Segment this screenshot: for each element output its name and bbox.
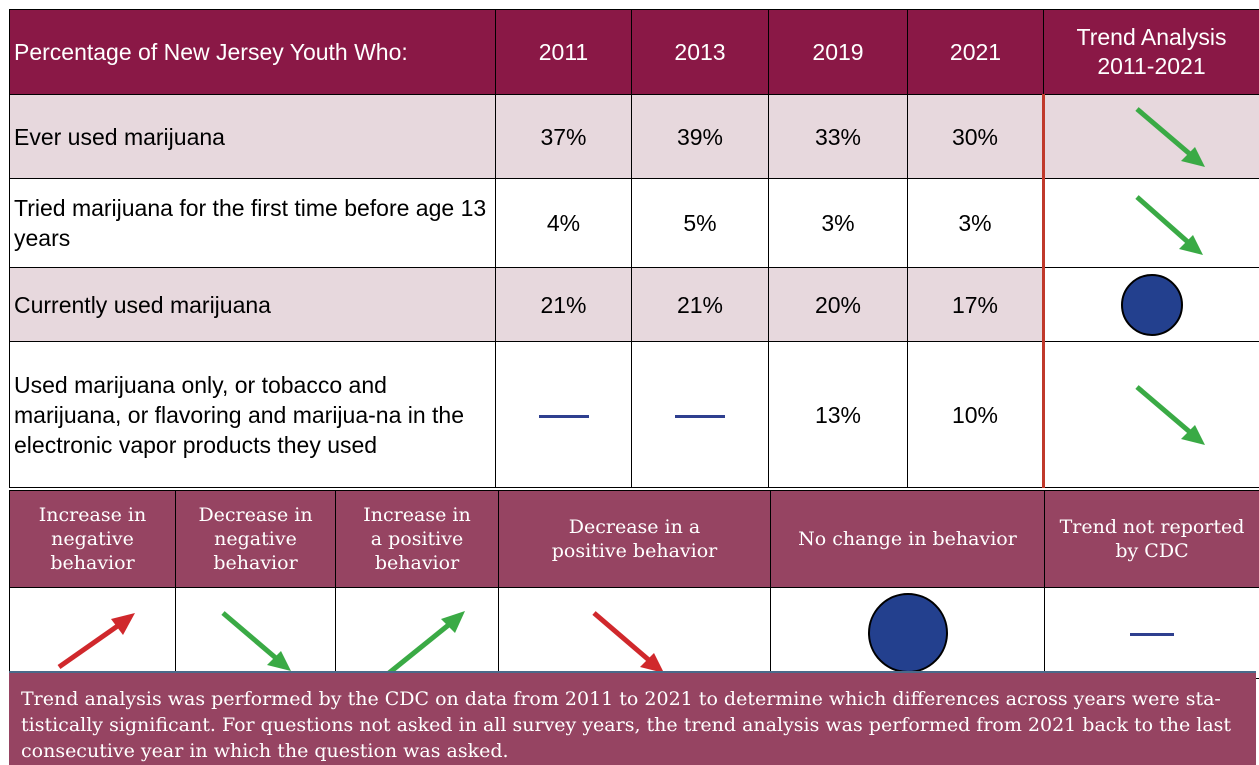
table-row: Tried marijuana for the first time befor… <box>9 178 1259 268</box>
trend-analysis-header: Trend Analysis 2011-2021 <box>1043 9 1259 95</box>
data-table: Percentage of New Jersey Youth Who: 2011… <box>9 9 1259 488</box>
arrow-up-green-icon <box>386 611 465 675</box>
value-cell: 39% <box>631 94 769 179</box>
value-cell: 17% <box>907 267 1044 342</box>
row-label: Ever used marijuana <box>9 94 496 179</box>
value-cell: 21% <box>495 267 632 342</box>
year-2021-header: 2021 <box>907 9 1044 95</box>
legend-label: Decrease in negative behavior <box>175 490 336 588</box>
dash-blue-icon <box>1130 632 1174 636</box>
row-label: Currently used marijuana <box>9 267 496 342</box>
year-2011-header: 2011 <box>495 9 632 95</box>
arrow-down-red-icon <box>591 611 664 673</box>
value-cell: 3% <box>768 178 908 268</box>
legend-label: Trend not reported by CDC <box>1044 490 1259 588</box>
circle-blue-icon <box>867 593 948 673</box>
value-cell: 30% <box>907 94 1044 179</box>
header-label: Percentage of New Jersey Youth Who: <box>9 9 496 95</box>
table-header-row: Percentage of New Jersey Youth Who: 2011… <box>9 9 1259 95</box>
value-cell: 5% <box>631 178 769 268</box>
legend-label: Increase in negative behavior <box>9 490 176 588</box>
trend-cell <box>1042 94 1259 179</box>
table-row: Used marijuana only, or tobacco and mari… <box>9 341 1259 488</box>
legend-label: Increase in a positive behavior <box>335 490 499 588</box>
trend-cell <box>1042 267 1259 342</box>
arrow-down-green-icon <box>1135 106 1205 167</box>
value-cell: 13% <box>768 341 908 488</box>
dash-icon <box>538 414 589 418</box>
year-2019-header: 2019 <box>768 9 908 95</box>
legend-label: No change in behavior <box>770 490 1045 588</box>
table-row: Ever used marijuana 37% 39% 33% 30% <box>9 94 1259 179</box>
value-cell: 10% <box>907 341 1044 488</box>
no-change-circle-icon <box>1121 273 1183 336</box>
arrow-down-green-icon <box>220 611 291 671</box>
trend-cell <box>1042 341 1259 488</box>
legend-icon-row <box>9 587 1259 679</box>
year-2013-header: 2013 <box>631 9 769 95</box>
value-cell: 4% <box>495 178 632 268</box>
legend-table: Increase in negative behavior Decrease i… <box>9 490 1259 679</box>
value-cell: 20% <box>768 267 908 342</box>
row-label: Used marijuana only, or tobacco and mari… <box>9 341 496 488</box>
value-cell: 37% <box>495 94 632 179</box>
footnote: Trend analysis was performed by the CDC … <box>9 671 1256 765</box>
value-cell: 33% <box>768 94 908 179</box>
arrow-up-red-icon <box>57 613 135 670</box>
legend-label: Decrease in a positive behavior <box>498 490 771 588</box>
row-label: Tried marijuana for the first time befor… <box>9 178 496 268</box>
arrow-down-green-icon <box>1135 384 1205 445</box>
dash-icon <box>675 414 725 418</box>
value-cell: 21% <box>631 267 769 342</box>
value-cell <box>495 341 632 488</box>
arrow-down-green-icon <box>1135 195 1203 255</box>
value-cell: 3% <box>907 178 1044 268</box>
legend-label-row: Increase in negative behavior Decrease i… <box>9 490 1259 588</box>
trend-cell <box>1042 178 1259 268</box>
table-row: Currently used marijuana 21% 21% 20% 17% <box>9 267 1259 342</box>
value-cell <box>631 341 769 488</box>
